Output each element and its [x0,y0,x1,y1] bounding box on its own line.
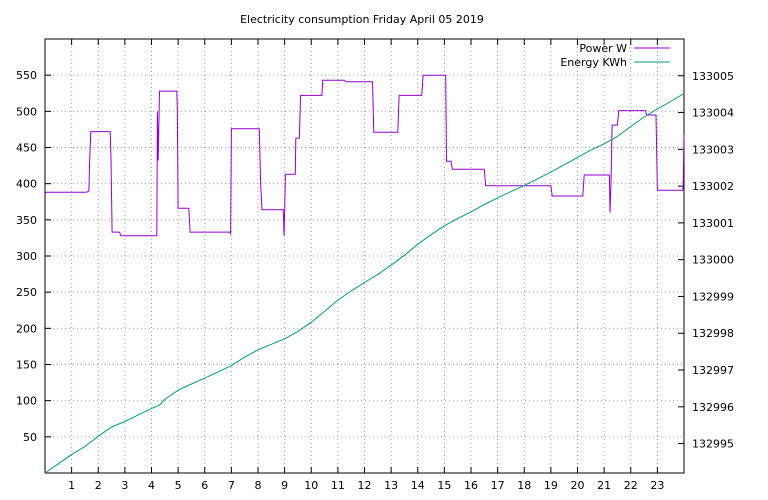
series-line-power [44,74,685,237]
y-tick-label: 150 [16,359,37,372]
x-tick-label: 21 [597,479,611,492]
y2-tick-label: 133002 [692,180,734,193]
legend-label-energy: Energy KWh [560,56,627,69]
x-tick-label: 18 [517,479,531,492]
x-tick-label: 17 [491,479,505,492]
x-tick-label: 11 [331,479,345,492]
chart-title: Electricity consumption Friday April 05 … [240,13,484,26]
y-tick-label: 300 [16,250,37,263]
y2-tick-label: 132999 [692,290,734,303]
x-tick-label: 2 [95,479,102,492]
y2-tick-label: 133003 [692,143,734,156]
x-tick-label: 10 [304,479,318,492]
y-tick-label: 200 [16,322,37,335]
y-tick-label: 450 [16,142,37,155]
plot-frame [44,38,685,474]
x-tick-label: 3 [121,479,128,492]
y2-tick-label: 133004 [692,107,734,120]
y-tick-label: 100 [16,395,37,408]
x-tick-label: 4 [148,479,155,492]
y-tick-label: 400 [16,178,37,191]
x-tick-label: 7 [228,479,235,492]
y2-tick-label: 132998 [692,327,734,340]
y2-tick-label: 132996 [692,401,734,414]
x-tick-label: 9 [281,479,288,492]
axes: 1 2 3 4 5 6 7 8 9 10 11 12 13 14 15 16 17 18 19 20 21 22 23501… [16,38,734,492]
y2-tick-label: 133000 [692,254,734,267]
x-tick-label: 15 [437,479,451,492]
x-tick-label: 1 [68,479,75,492]
y2-tick-label: 133005 [692,70,734,83]
legend-label-power: Power W [579,42,627,55]
x-tick-label: 12 [358,479,372,492]
x-tick-label: 13 [384,479,398,492]
x-tick-label: 20 [571,479,585,492]
y2-tick-label: 132997 [692,364,734,377]
y2-tick-label: 133001 [692,217,734,230]
series-lines [44,74,685,474]
x-tick-label: 16 [464,479,478,492]
y-tick-label: 50 [23,431,37,444]
x-tick-label: 19 [544,479,558,492]
x-tick-label: 14 [411,479,425,492]
y-tick-label: 550 [16,69,37,82]
y2-tick-label: 132995 [692,438,734,451]
x-tick-label: 5 [175,479,182,492]
y-tick-label: 250 [16,286,37,299]
grid-lines [45,39,684,473]
x-tick-label: 22 [624,479,638,492]
x-tick-label: 8 [255,479,262,492]
y-tick-label: 350 [16,214,37,227]
y-tick-label: 500 [16,105,37,118]
series-line-energy [44,92,685,474]
x-tick-label: 6 [201,479,208,492]
x-tick-label: 23 [650,479,664,492]
